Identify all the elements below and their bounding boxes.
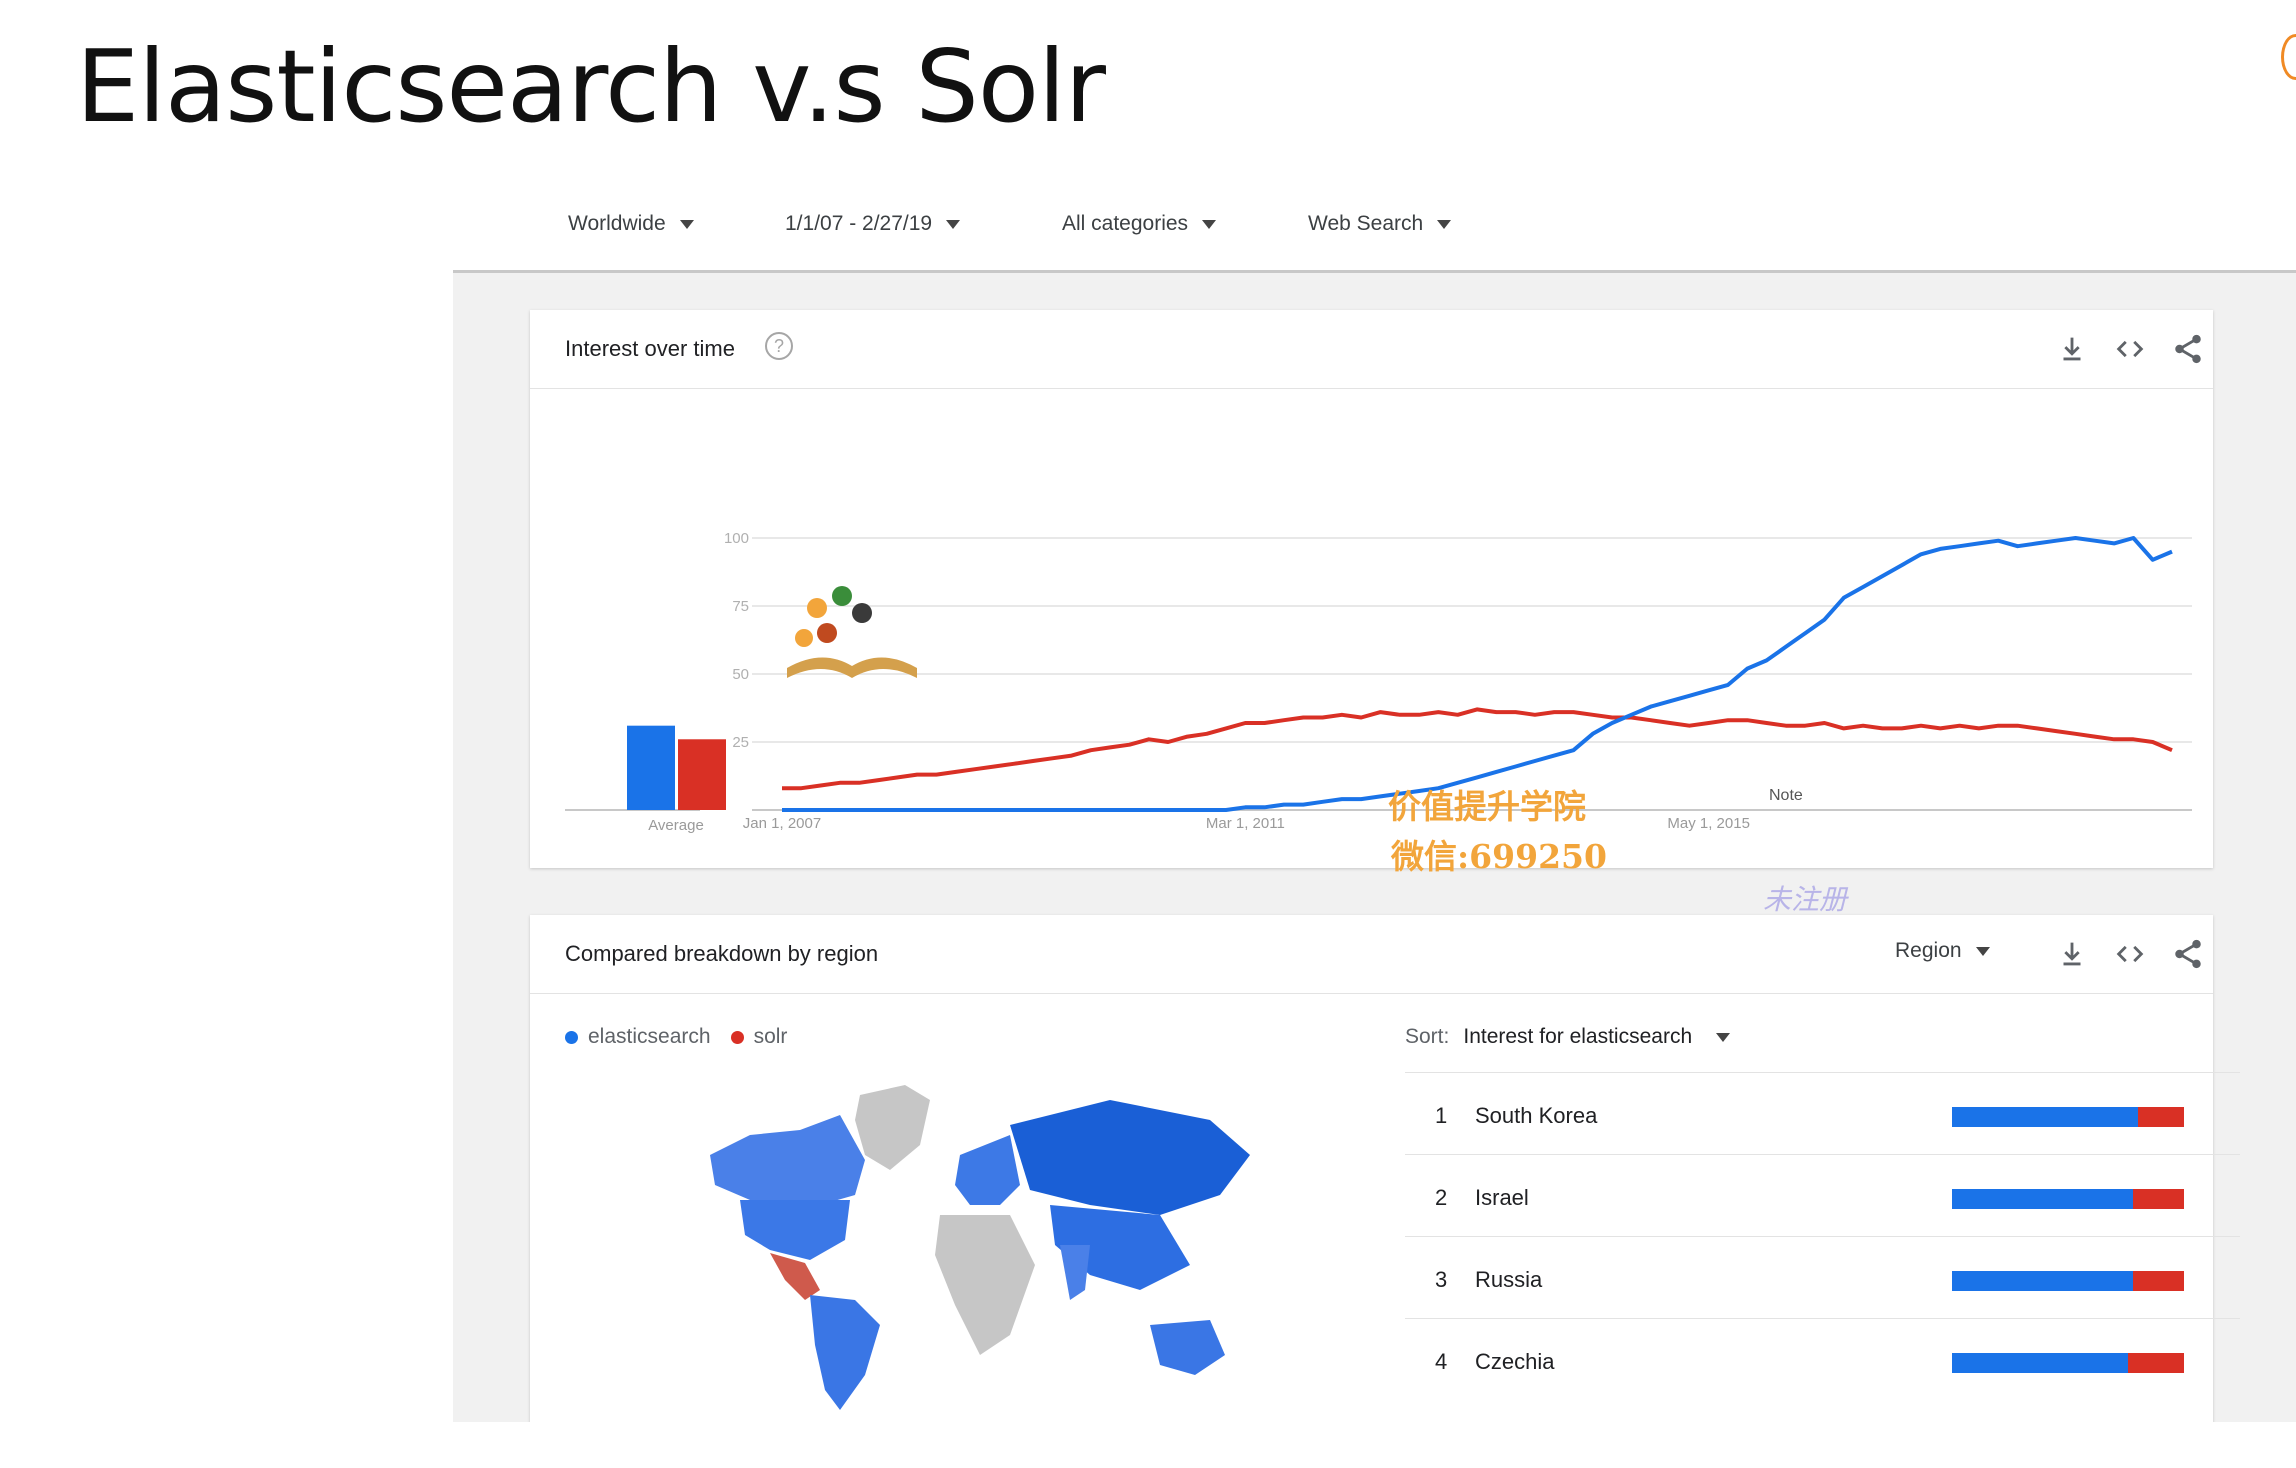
region-legend: elasticsearch solr: [565, 1025, 787, 1049]
card-header: Compared breakdown by region Region: [530, 915, 2213, 994]
share-icon[interactable]: [2171, 332, 2205, 366]
legend-item-elasticsearch: elasticsearch: [565, 1025, 711, 1049]
region-bar-solr: [2128, 1353, 2184, 1373]
region-name: Czechia: [1475, 1349, 1555, 1374]
y-tick-label: 25: [732, 734, 749, 751]
map-region-mexico[interactable]: [770, 1253, 820, 1300]
series-line-solr: [782, 707, 2173, 791]
region-row[interactable]: 2 Israel: [1405, 1154, 2240, 1237]
card-header: Interest over time ?: [530, 310, 2213, 389]
download-icon[interactable]: [2055, 332, 2089, 366]
map-region-greenland[interactable]: [855, 1085, 930, 1170]
google-trends-panel: Worldwide 1/1/07 - 2/27/19 All categorie…: [453, 188, 2296, 1422]
x-tick-label: May 1, 2015: [1667, 815, 1750, 832]
region-bar-solr: [2138, 1107, 2184, 1127]
region-bar-elasticsearch: [1952, 1189, 2133, 1209]
chevron-down-icon: [1716, 1032, 1731, 1042]
filter-category[interactable]: All categories: [1062, 212, 1217, 236]
legend-dot: [730, 1030, 744, 1044]
legend-item-solr: solr: [730, 1025, 788, 1049]
region-bar-elasticsearch: [1952, 1353, 2128, 1373]
note-label: Note: [1769, 787, 1803, 804]
map-region-india[interactable]: [1060, 1245, 1090, 1300]
filter-category-label: All categories: [1062, 212, 1189, 235]
help-circle-icon[interactable]: ?: [765, 332, 793, 360]
region-name: South Korea: [1475, 1103, 1598, 1128]
chevron-down-icon: [1975, 946, 1990, 956]
filter-location-label: Worldwide: [568, 212, 666, 235]
region-bar-elasticsearch: [1952, 1107, 2138, 1127]
sort-label: Sort:: [1405, 1025, 1450, 1048]
region-rank: 4: [1435, 1349, 1448, 1374]
x-tick-label: Jan 1, 2007: [743, 815, 821, 832]
region-rank: 1: [1435, 1103, 1448, 1128]
share-icon[interactable]: [2171, 937, 2205, 971]
filter-bar: Worldwide 1/1/07 - 2/27/19 All categorie…: [453, 188, 2296, 273]
interest-chart: 100 75 50 25 Jan 1, 2007 Mar 1, 2011 May 1, 20…: [565, 530, 2192, 834]
filter-search-type[interactable]: Web Search: [1308, 212, 1452, 236]
watermark-logo: [787, 586, 917, 678]
region-bar-elasticsearch: [1952, 1271, 2133, 1291]
legend-dot: [565, 1030, 578, 1044]
world-map[interactable]: [690, 1075, 1270, 1415]
average-label: Average: [648, 817, 704, 834]
sort-value: Interest for elasticsearch: [1463, 1025, 1693, 1048]
series-line-elasticsearch: [782, 536, 2173, 812]
region-bar-solr: [2133, 1189, 2184, 1209]
interest-over-time-card: Interest over time ? 100 75 50 25 Jan 1, 200…: [530, 310, 2213, 868]
sort-control[interactable]: Sort: Interest for elasticsearch: [1405, 1025, 1731, 1049]
orange-circle-decoration: [2281, 34, 2296, 80]
map-region-africa[interactable]: [935, 1215, 1035, 1355]
chevron-down-icon: [679, 219, 694, 229]
slide-title: Elasticsearch v.s Solr: [76, 28, 1106, 145]
average-bar-elasticsearch: [627, 725, 675, 810]
region-dropdown-label: Region: [1895, 939, 1962, 962]
map-region-canada[interactable]: [710, 1115, 865, 1205]
chevron-down-icon: [1202, 219, 1217, 229]
region-rank: 2: [1435, 1185, 1448, 1210]
region-bar-solr: [2133, 1271, 2184, 1291]
map-region-south-america[interactable]: [810, 1295, 880, 1410]
filter-date-range[interactable]: 1/1/07 - 2/27/19: [785, 212, 961, 236]
map-region-usa[interactable]: [740, 1200, 850, 1260]
watermark-text: 价值提升学院: [1388, 787, 1586, 826]
y-tick-label: 50: [732, 666, 749, 683]
legend-label: solr: [753, 1025, 788, 1048]
chevron-down-icon: [946, 219, 961, 229]
region-row[interactable]: 3 Russia: [1405, 1236, 2240, 1319]
filter-location[interactable]: Worldwide: [568, 212, 694, 236]
chevron-down-icon: [1437, 219, 1452, 229]
region-row[interactable]: 4 Czechia: [1405, 1318, 2240, 1401]
filter-search-type-label: Web Search: [1308, 212, 1424, 235]
embed-code-icon[interactable]: [2113, 332, 2147, 366]
embed-code-icon[interactable]: [2113, 937, 2147, 971]
region-name: Russia: [1475, 1267, 1543, 1292]
filter-date-label: 1/1/07 - 2/27/19: [785, 212, 933, 235]
card-title: Compared breakdown by region: [565, 941, 879, 966]
watermark-text: 未注册: [1763, 883, 1848, 916]
average-bar-solr: [678, 739, 726, 810]
region-name: Israel: [1475, 1185, 1529, 1210]
legend-label: elasticsearch: [588, 1025, 711, 1048]
y-tick-label: 75: [732, 598, 749, 615]
region-row[interactable]: 1 South Korea: [1405, 1072, 2240, 1155]
watermark-text: 微信:699250: [1391, 837, 1607, 876]
region-rank: 3: [1435, 1267, 1448, 1292]
region-breakdown-card: Compared breakdown by region Region elas…: [530, 915, 2240, 1422]
x-tick-label: Mar 1, 2011: [1206, 815, 1285, 832]
y-tick-label: 100: [724, 530, 749, 547]
map-region-russia[interactable]: [1010, 1100, 1250, 1215]
map-region-australia[interactable]: [1150, 1320, 1225, 1375]
download-icon[interactable]: [2055, 937, 2089, 971]
region-dropdown[interactable]: Region: [1895, 939, 1990, 963]
card-title: Interest over time: [565, 336, 735, 361]
map-region-europe[interactable]: [955, 1135, 1020, 1205]
